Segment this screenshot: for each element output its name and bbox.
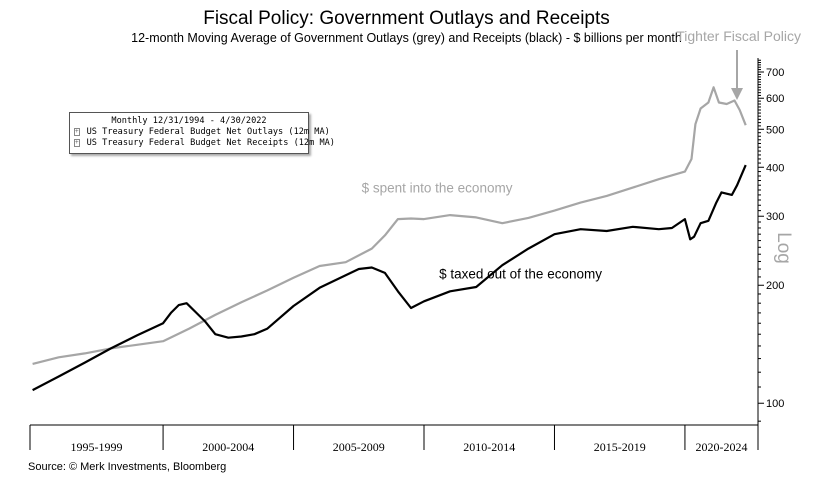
y-tick-label: 600: [766, 93, 784, 105]
expand-icon: +: [74, 139, 80, 147]
legend-entry-outlays: + US Treasury Federal Budget Net Outlays…: [74, 127, 330, 137]
chart-title: Fiscal Policy: Government Outlays and Re…: [203, 8, 610, 29]
y-tick-label: 400: [766, 162, 784, 174]
y-tick-label: 100: [766, 398, 784, 410]
outlays-series-line: [32, 86, 747, 365]
y-tick-label: 500: [766, 124, 784, 136]
arrow-head-icon: [731, 88, 743, 100]
expand-icon: +: [74, 128, 80, 136]
x-category-label: 2015-2019: [594, 440, 646, 454]
x-category-label: 1995-1999: [71, 440, 123, 454]
y-tick-label: 700: [766, 67, 784, 79]
source-note: Source: © Merk Investments, Bloomberg: [28, 461, 227, 473]
legend-label-receipts: US Treasury Federal Budget Net Receipts …: [86, 138, 335, 148]
legend-label-outlays: US Treasury Federal Budget Net Outlays (…: [86, 127, 330, 137]
y-tick-label: 300: [766, 211, 784, 223]
chart-legend: Monthly 12/31/1994 - 4/30/2022 + US Trea…: [69, 112, 335, 154]
y-tick-label: 200: [766, 280, 784, 292]
x-category-label: 2005-2009: [333, 440, 385, 454]
spent-annotation: $ spent into the economy: [362, 180, 513, 195]
x-category-label: 2010-2014: [463, 440, 515, 454]
tighter-fiscal-policy-annotation: Tighter Fiscal Policy: [676, 28, 801, 44]
x-category-label: 2020-2024: [695, 440, 747, 454]
chart-subtitle: 12-month Moving Average of Government Ou…: [131, 31, 682, 45]
legend-header: Monthly 12/31/1994 - 4/30/2022: [111, 116, 267, 126]
taxed-annotation: $ taxed out of the economy: [439, 267, 602, 282]
log-scale-label: Log: [773, 232, 794, 264]
x-category-label: 2000-2004: [202, 440, 254, 454]
legend-entry-receipts: + US Treasury Federal Budget Net Receipt…: [74, 138, 335, 148]
receipts-series-line: [32, 164, 747, 392]
